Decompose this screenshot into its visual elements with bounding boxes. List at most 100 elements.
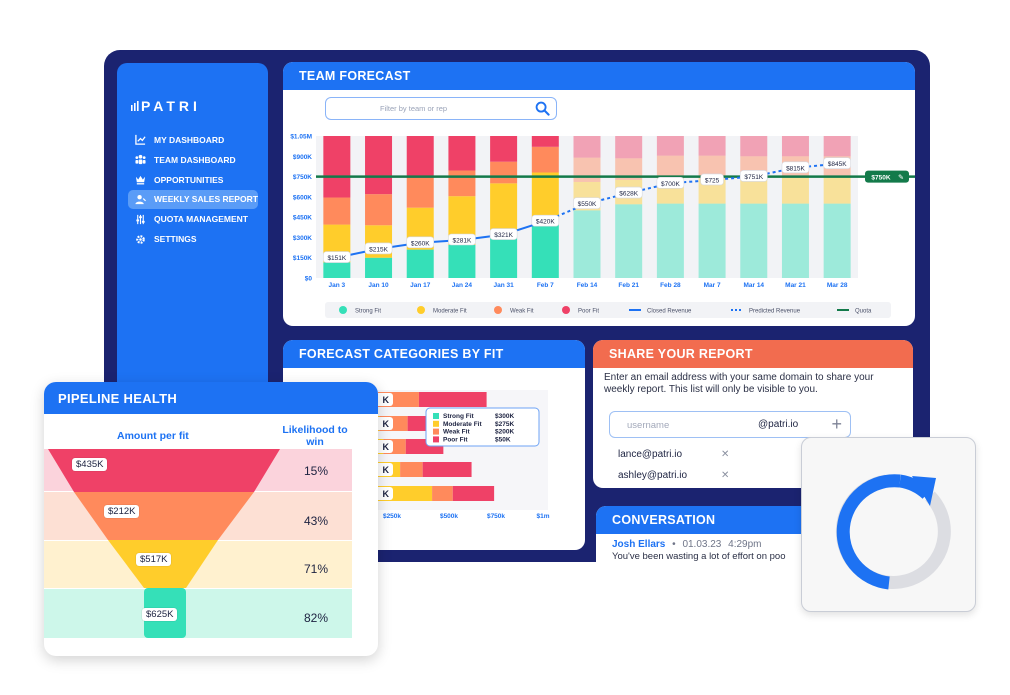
data-label-box: [739, 170, 768, 182]
refresh-card[interactable]: [801, 437, 976, 612]
recipient-email: lance@patri.io: [618, 449, 683, 460]
team-forecast-panel: TEAM FORECAST Filter by team or rep $0 $1…: [283, 62, 915, 326]
x-tick-label: Jan 3: [329, 282, 346, 289]
data-label-box: [448, 233, 476, 246]
sidebar-item-team-dashboard[interactable]: TEAM DASHBOARD: [128, 150, 258, 170]
brand-logo[interactable]: PATRI: [131, 98, 211, 114]
pipeline-likelihood-value: 43%: [303, 514, 329, 528]
sidebar-item-opportunities[interactable]: OPPORTUNITIES: [128, 170, 258, 190]
legend-label: Weak Fit: [510, 309, 534, 315]
bar-segment: [823, 203, 851, 278]
message-meta: Josh Ellars • 01.03.23 4:29pm: [612, 539, 762, 550]
bar-segment: [490, 237, 518, 278]
bar-label: K: [383, 419, 390, 429]
y-tick-label: $600K: [293, 194, 312, 201]
sidebar-item-label: QUOTA MANAGEMENT: [154, 214, 248, 225]
legend-swatch: [494, 306, 502, 314]
sidebar-item-settings[interactable]: SETTINGS: [128, 229, 258, 249]
user-report-icon: [135, 194, 146, 205]
share-domain: @patri.io: [758, 419, 799, 430]
search-input[interactable]: Filter by team or rep: [325, 97, 557, 120]
legend-label: Closed Revenue: [647, 309, 692, 315]
message-text: You've been wasting a lot of effort on p…: [612, 551, 786, 562]
bar-segment: [400, 462, 423, 477]
bar-segment: [531, 224, 559, 278]
remove-recipient-icon[interactable]: ✕: [721, 470, 730, 481]
data-label-box: [781, 161, 810, 174]
tooltip-value: $300K: [495, 413, 514, 420]
pipeline-row-band: [44, 589, 352, 638]
y-tick-label: $900K: [293, 154, 312, 161]
search-icon[interactable]: [535, 101, 550, 116]
bar-segment: [740, 203, 768, 278]
data-label-box: [489, 228, 518, 240]
legend-label: Moderate Fit: [433, 309, 467, 315]
funnel-segment-weak: [74, 492, 254, 540]
bar-segment: [698, 136, 726, 156]
bar-segment: [531, 146, 559, 173]
team-icon: [135, 155, 146, 165]
x-tick-label: $1m: [536, 513, 549, 520]
sidebar-item-quota-management[interactable]: QUOTA MANAGEMENT: [128, 210, 258, 230]
share-email-input[interactable]: username @patri.io +: [609, 411, 851, 438]
sidebar-item-label: SETTINGS: [154, 234, 197, 245]
x-tick-label: $250k: [383, 513, 401, 520]
bar-segment: [823, 177, 851, 204]
bar-segment: [656, 203, 684, 278]
message-date: 01.03.23: [682, 539, 722, 550]
data-label: $321K: [494, 232, 513, 239]
data-label: $420K: [536, 219, 555, 226]
team-forecast-chart: $0 $150K $300K $450K $600K $750K $900K $1.05M Ja…: [290, 134, 915, 318]
sidebar-item-my-dashboard[interactable]: MY DASHBOARD: [128, 130, 258, 150]
data-label-box: [364, 242, 393, 255]
y-tick-label: $150K: [293, 255, 312, 262]
quota-badge: [865, 170, 909, 183]
bar-segment: [418, 392, 487, 407]
bar-segment: [323, 197, 351, 225]
quota-label: $750K: [871, 175, 890, 182]
y-tick-label: $300K: [293, 235, 312, 242]
pipeline-amount-label: $517K: [136, 553, 172, 566]
x-tick-label: Feb 28: [660, 282, 681, 289]
share-description: Enter an email address with your same do…: [604, 372, 874, 395]
bar-segment: [448, 170, 476, 197]
bar-segment: [323, 136, 351, 198]
sidebar-item-label: OPPORTUNITIES: [154, 174, 224, 185]
bar-label: K: [383, 465, 390, 475]
refresh-icon[interactable]: [802, 438, 977, 613]
pipeline-likelihood-value: 15%: [303, 464, 329, 478]
message-author[interactable]: Josh Ellars: [612, 539, 666, 550]
tooltip-value: $275K: [495, 421, 514, 428]
legend-label: Strong Fit: [355, 309, 381, 315]
x-tick-label: Jan 31: [493, 282, 514, 289]
x-tick-label: $500k: [440, 513, 458, 520]
bar-segment: [406, 177, 434, 208]
bar-segment: [365, 136, 393, 195]
x-tick-label: Mar 28: [827, 282, 848, 289]
x-tick-label: Feb 7: [537, 282, 554, 289]
add-recipient-icon[interactable]: +: [831, 414, 842, 434]
y-tick-label: $0: [305, 276, 313, 283]
tooltip-series-name: Strong Fit: [443, 413, 475, 420]
legend-swatch: [417, 306, 425, 314]
x-tick-label: Mar 14: [743, 282, 764, 289]
bar-segment: [615, 158, 643, 180]
sidebar-item-label: WEEKLY SALES REPORT: [154, 194, 258, 205]
legend-label: Predicted Revenue: [749, 309, 801, 315]
x-tick-label: Jan 24: [452, 282, 473, 289]
sliders-icon: [136, 214, 145, 224]
remove-recipient-icon[interactable]: ✕: [721, 449, 730, 460]
bar-segment: [656, 155, 684, 178]
sidebar-item-weekly-sales-report[interactable]: WEEKLY SALES REPORT: [128, 189, 258, 210]
bar-segment: [823, 136, 851, 157]
pipeline-health-card: PIPELINE HEALTH Amount per fit Likelihoo…: [44, 382, 378, 656]
data-label-box: [656, 177, 685, 189]
brand-name: PATRI: [141, 98, 201, 114]
bar-label: K: [383, 489, 390, 499]
pipeline-amount-label: $212K: [104, 505, 140, 518]
data-label-box: [573, 197, 601, 209]
bar-segment: [781, 203, 809, 278]
data-label: $815K: [786, 165, 805, 172]
x-tick-label: Feb 14: [577, 282, 598, 289]
data-label-box: [406, 236, 435, 249]
